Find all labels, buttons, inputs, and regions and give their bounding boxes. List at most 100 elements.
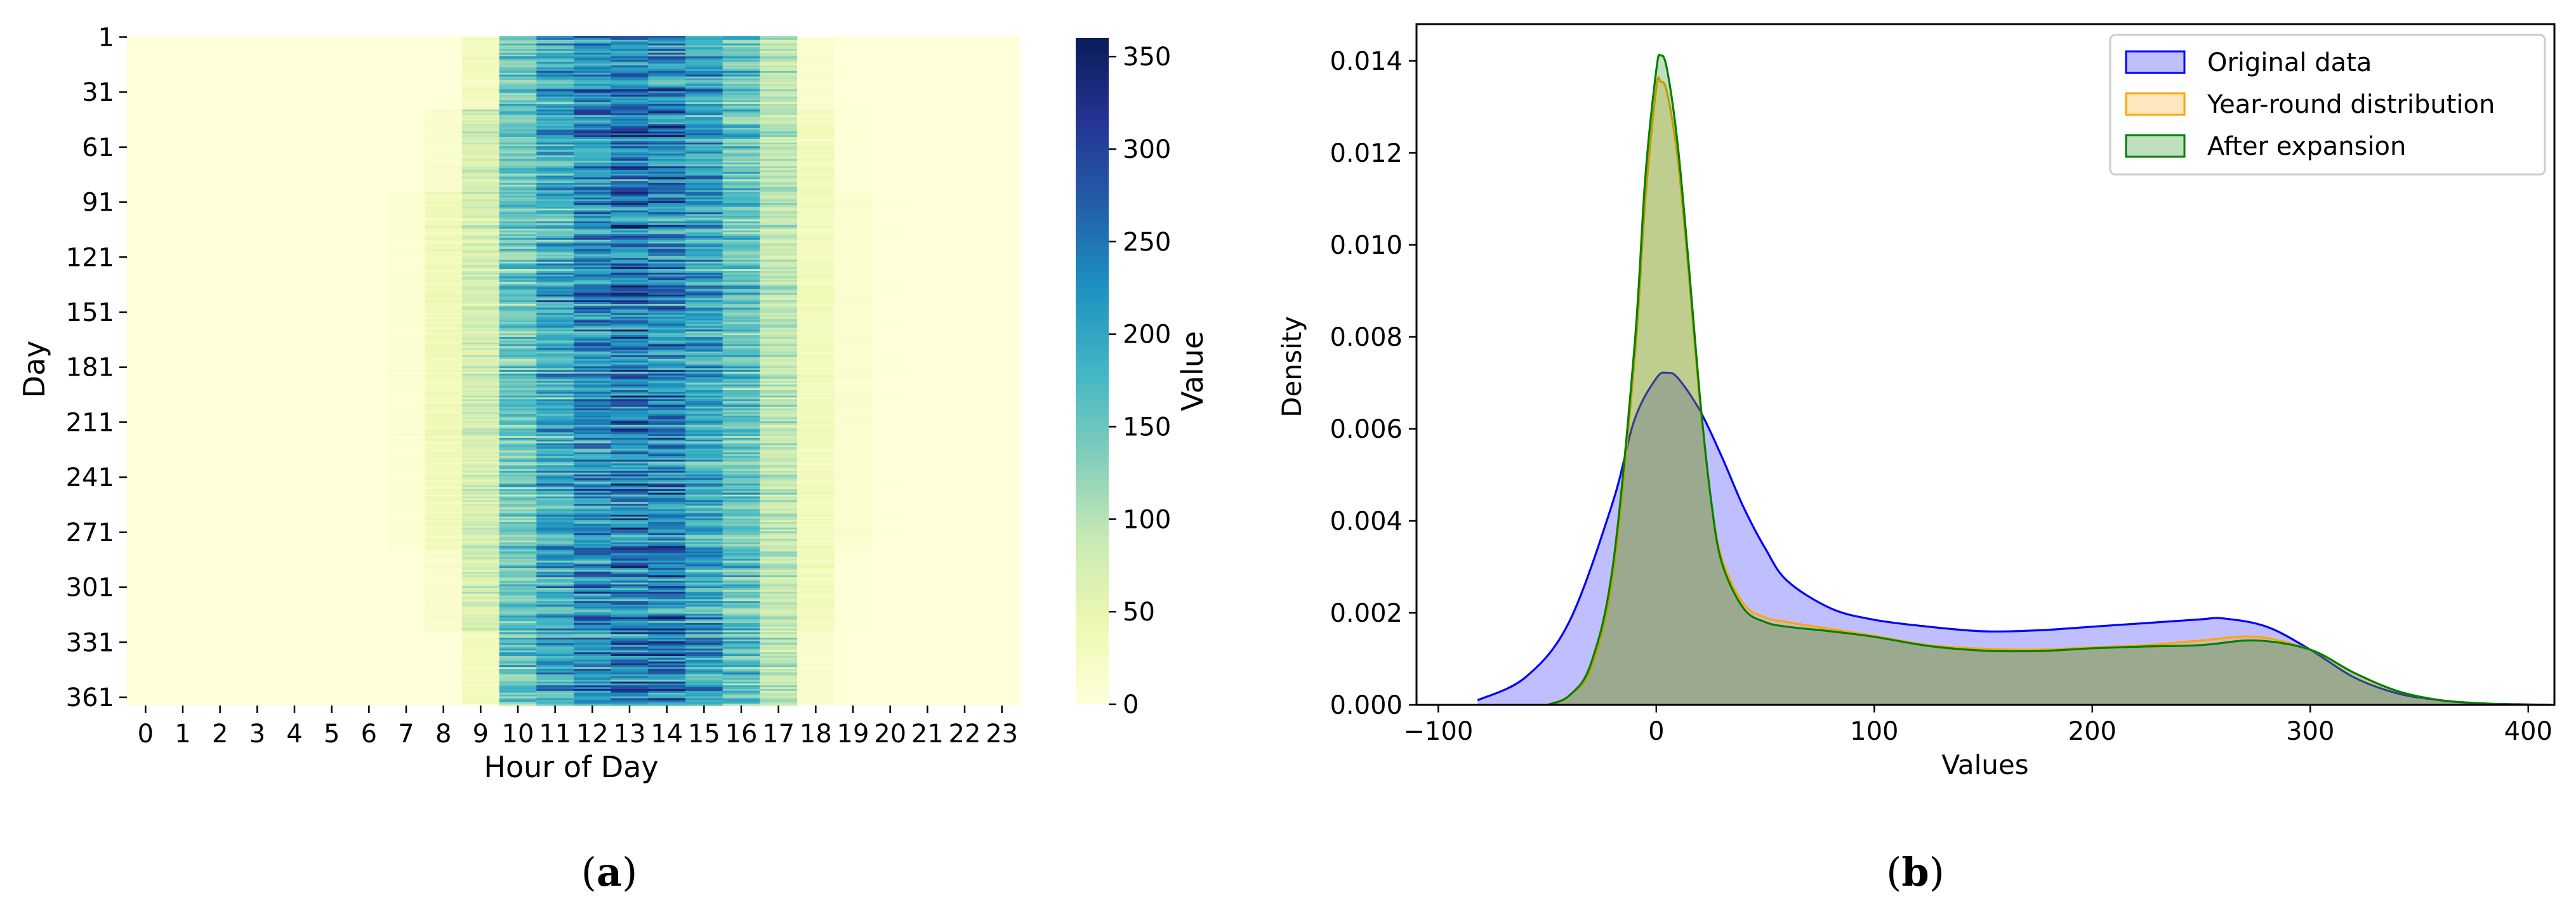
heatmap-cell [834, 439, 872, 442]
heatmap-cell [611, 516, 649, 519]
heatmap-cell [611, 199, 649, 202]
heatmap-cell [648, 572, 686, 574]
heatmap-cell [760, 166, 798, 169]
heatmap-cell [722, 556, 760, 560]
heatmap-cell [834, 309, 872, 312]
heatmap-cell [499, 617, 537, 620]
heatmap-cell [797, 272, 835, 275]
heatmap-cell [648, 410, 686, 413]
heatmap-cell [834, 254, 872, 257]
heatmap-cell [760, 522, 798, 525]
heatmap-cell [387, 249, 425, 251]
heatmap-cell [722, 509, 760, 512]
heatmap-cell [574, 135, 612, 138]
heatmap-cell [722, 362, 760, 365]
legend-label-original-data: Original data [2207, 48, 2372, 77]
heatmap-cell [425, 223, 463, 226]
heatmap-cell [499, 544, 537, 547]
heatmap-cell [499, 626, 537, 629]
heatmap-cell [611, 267, 649, 270]
heatmap-cell [722, 292, 760, 296]
heatmap-cell [685, 282, 723, 284]
heatmap-cell [611, 472, 649, 475]
heatmap-cell [536, 525, 574, 528]
heatmap-cell [797, 294, 835, 298]
heatmap-cell [462, 537, 500, 539]
heatmap-cell [462, 469, 500, 471]
heatmap-cell [574, 650, 612, 653]
heatmap-cell [536, 421, 574, 424]
heatmap-cell [462, 128, 500, 131]
heatmap-cell [760, 218, 798, 220]
heatmap-cell [760, 340, 798, 343]
heatmap-cell [536, 82, 574, 84]
heatmap-cell [462, 210, 500, 213]
heatmap-cell [760, 115, 798, 117]
heatmap-cell [685, 259, 723, 263]
heatmap-cell [722, 663, 760, 666]
heatmap-cell [797, 203, 835, 206]
heatmap-cell [499, 358, 537, 362]
heatmap-cell [871, 404, 909, 407]
heatmap-cell [685, 274, 723, 277]
heatmap-cell [574, 617, 612, 620]
heatmap-cell [760, 622, 798, 626]
heatmap-cell [425, 225, 463, 228]
heatmap-cell [834, 428, 872, 431]
heatmap-cell [834, 377, 872, 380]
heatmap-cell [611, 388, 649, 391]
heatmap-cell [462, 124, 500, 127]
heatmap-cell [685, 692, 723, 695]
heatmap-cell [648, 555, 686, 558]
heatmap-cell [611, 140, 649, 143]
heatmap-cell [685, 342, 723, 345]
heatmap-cell [834, 270, 872, 273]
heatmap-cell [611, 247, 649, 249]
heatmap-cell [722, 122, 760, 125]
heatmap-cell [797, 230, 835, 233]
heatmap-cell [462, 69, 500, 72]
heatmap-cell [722, 216, 760, 218]
heatmap-cell [834, 325, 872, 329]
heatmap-cell [685, 549, 723, 552]
heatmap-cell [834, 474, 872, 477]
heatmap-cell [425, 588, 463, 591]
heatmap-cell [722, 265, 760, 268]
heatmap-cell [499, 581, 537, 583]
heatmap-cell [797, 357, 835, 360]
heatmap-cell [834, 322, 872, 325]
heatmap-cell [834, 500, 872, 502]
heatmap-cell [499, 111, 537, 114]
heatmap-cell [462, 45, 500, 48]
heatmap-cell [574, 436, 612, 438]
heatmap-cell [536, 234, 574, 237]
heatmap-cell [425, 203, 463, 206]
heatmap-cell [760, 122, 798, 125]
heatmap-cell [536, 251, 574, 253]
heatmap-cell [536, 258, 574, 261]
heatmap-cell [722, 704, 760, 706]
heatmap-cell [648, 412, 686, 415]
heatmap-cell [387, 358, 425, 362]
heatmap-cell [797, 267, 835, 270]
heatmap-cell [685, 591, 723, 594]
heatmap-cell [611, 421, 649, 424]
heatmap-cell [462, 206, 500, 209]
heatmap-cell [685, 643, 723, 646]
heatmap-cell [797, 305, 835, 308]
heatmap-cell [536, 476, 574, 479]
heatmap-cell [387, 269, 425, 272]
heatmap-cell [499, 63, 537, 66]
heatmap-cell [499, 403, 537, 405]
heatmap-cell [648, 115, 686, 117]
heatmap-cell [648, 150, 686, 152]
heatmap-cell [425, 414, 463, 416]
heatmap-cell [425, 350, 463, 352]
heatmap-cell [611, 588, 649, 591]
heatmap-cell [685, 152, 723, 154]
heatmap-cell [574, 351, 612, 354]
heatmap-cell [611, 153, 649, 156]
heatmap-cell [760, 542, 798, 545]
heatmap-cell [760, 58, 798, 61]
heatmap-cell [685, 384, 723, 387]
